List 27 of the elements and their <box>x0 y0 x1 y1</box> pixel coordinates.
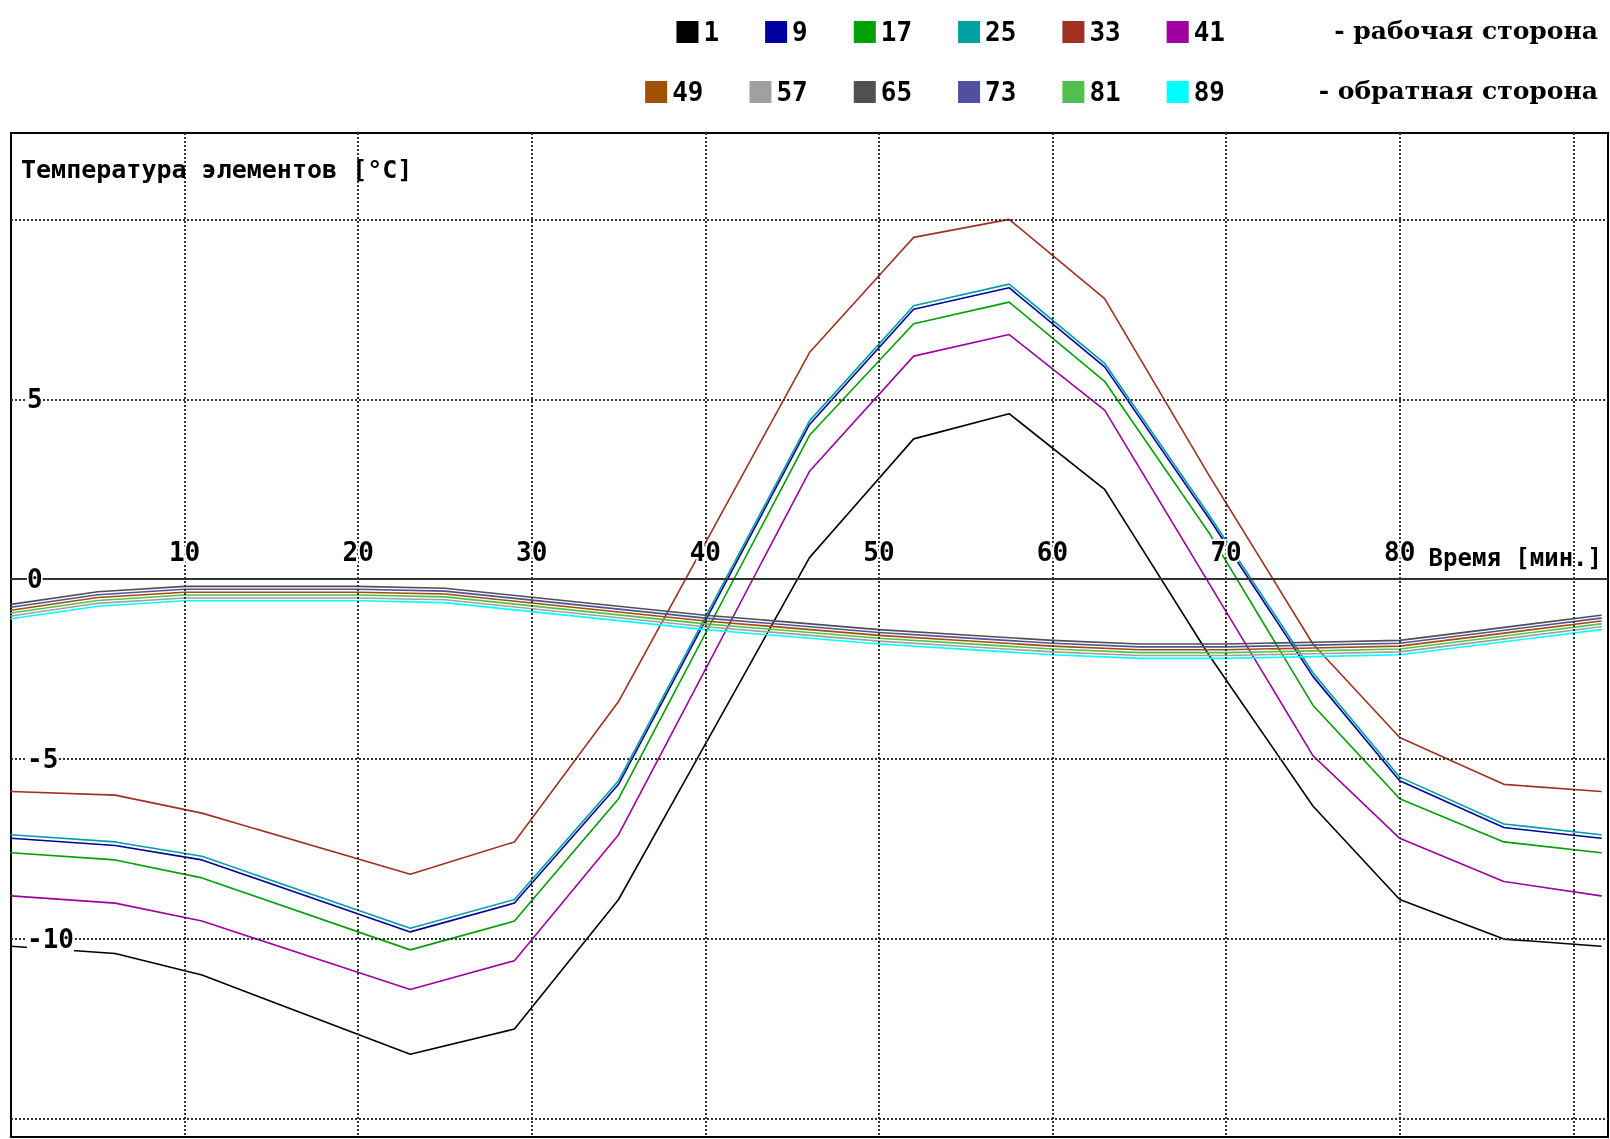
x-tick-label: 30 <box>516 537 548 568</box>
legend-label: 73 <box>985 77 1017 107</box>
x-tick-label: 10 <box>168 537 201 568</box>
legend-label: 25 <box>985 17 1017 47</box>
y-tick-label: 0 <box>27 564 43 595</box>
line-series <box>10 218 1602 876</box>
x-tick-label: 50 <box>863 537 895 568</box>
legend-label: 49 <box>672 77 704 107</box>
legend-label: 81 <box>1089 77 1121 107</box>
x-tick-label: 80 <box>1384 537 1416 568</box>
text: - рабочая сторона <box>1334 16 1599 45</box>
y-tick-label: -10 <box>27 924 74 955</box>
x-tick-label: 60 <box>1036 537 1069 568</box>
y-tick-label: 5 <box>27 384 43 415</box>
legend-label: 57 <box>776 77 808 107</box>
y-axis-title: Температура элементов [°C] <box>21 154 413 184</box>
legend-label: 9 <box>792 17 808 47</box>
legend-label: 89 <box>1193 77 1226 107</box>
text: - обратная сторона <box>1318 76 1598 105</box>
legend-label: 65 <box>880 77 913 107</box>
legend-label: 33 <box>1089 17 1121 47</box>
legend-label: 17 <box>880 17 913 47</box>
x-axis-title: Время [мин.] <box>1428 544 1602 573</box>
y-tick-label: -5 <box>27 744 59 775</box>
x-tick-label: 20 <box>342 537 374 568</box>
legend-label: 1 <box>703 17 720 47</box>
legend-label: 41 <box>1193 17 1226 47</box>
